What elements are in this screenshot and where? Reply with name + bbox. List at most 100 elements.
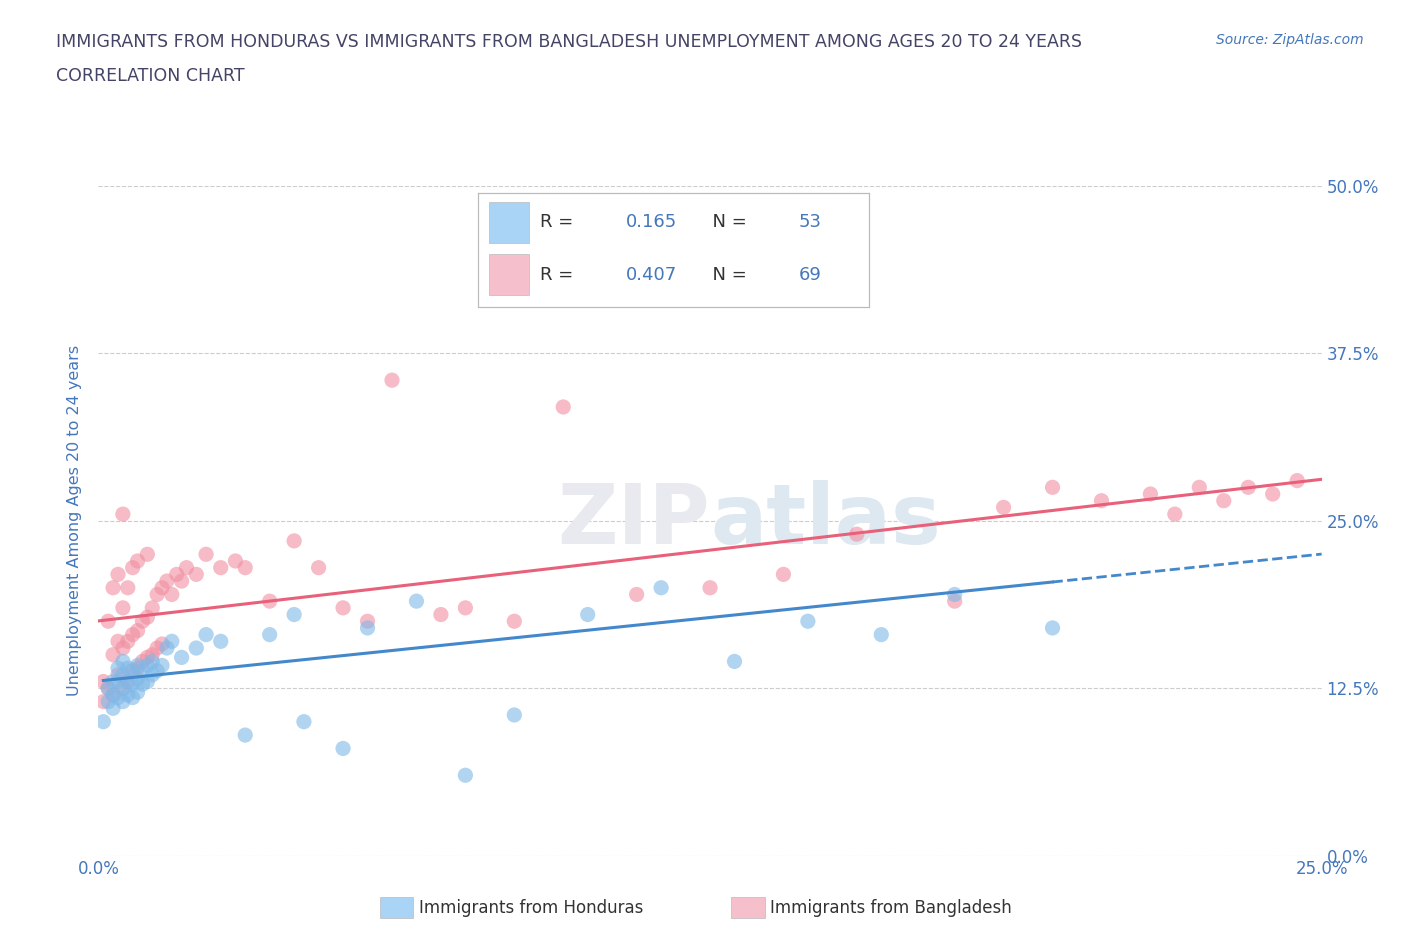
Point xyxy=(797,614,820,629)
Point xyxy=(430,607,453,622)
Point xyxy=(97,681,120,696)
Text: CORRELATION CHART: CORRELATION CHART xyxy=(56,67,245,85)
Point xyxy=(97,614,120,629)
Point xyxy=(107,674,129,689)
Point xyxy=(1042,480,1064,495)
Point xyxy=(121,627,143,642)
Point xyxy=(101,580,124,595)
Point xyxy=(233,560,256,575)
Text: IMMIGRANTS FROM HONDURAS VS IMMIGRANTS FROM BANGLADESH UNEMPLOYMENT AMONG AGES 2: IMMIGRANTS FROM HONDURAS VS IMMIGRANTS F… xyxy=(56,33,1083,50)
Point xyxy=(650,580,672,595)
Point xyxy=(127,671,149,686)
Text: Source: ZipAtlas.com: Source: ZipAtlas.com xyxy=(1216,33,1364,46)
Point xyxy=(1261,486,1284,501)
Point xyxy=(107,690,129,705)
Point xyxy=(111,601,134,616)
Point xyxy=(1212,493,1234,508)
Point xyxy=(91,694,114,709)
Point xyxy=(993,500,1015,515)
Point xyxy=(91,714,114,729)
Point xyxy=(1164,507,1187,522)
Point xyxy=(131,663,153,678)
Point xyxy=(131,614,153,629)
Point xyxy=(503,614,526,629)
Point xyxy=(117,687,139,702)
Point xyxy=(127,660,149,675)
Point xyxy=(160,587,183,602)
Point xyxy=(117,580,139,595)
Point xyxy=(332,741,354,756)
Point xyxy=(141,654,163,669)
Point xyxy=(209,634,232,649)
Point xyxy=(723,654,745,669)
Point xyxy=(1042,620,1064,635)
Point xyxy=(292,714,315,729)
Point xyxy=(626,587,648,602)
Point xyxy=(381,373,404,388)
Point xyxy=(186,641,208,656)
Point xyxy=(111,681,134,696)
Text: atlas: atlas xyxy=(710,480,941,562)
Point xyxy=(111,668,134,683)
Point xyxy=(111,681,134,696)
Point xyxy=(156,574,179,589)
Point xyxy=(166,567,188,582)
Point xyxy=(101,701,124,716)
Point xyxy=(91,674,114,689)
Point xyxy=(111,507,134,522)
Point xyxy=(576,607,599,622)
Text: ZIP: ZIP xyxy=(558,480,710,562)
Point xyxy=(136,658,159,673)
Point xyxy=(233,727,256,742)
Point xyxy=(1286,473,1309,488)
Point xyxy=(845,526,868,541)
Point xyxy=(146,587,169,602)
Point xyxy=(527,259,550,273)
Point xyxy=(870,627,893,642)
Point xyxy=(141,647,163,662)
Point xyxy=(111,654,134,669)
Point xyxy=(553,400,575,415)
Point xyxy=(127,553,149,568)
Point xyxy=(195,547,218,562)
Point xyxy=(111,641,134,656)
Point xyxy=(127,623,149,638)
Point xyxy=(454,601,477,616)
Point xyxy=(186,567,208,582)
Point xyxy=(117,634,139,649)
Point xyxy=(117,660,139,675)
Point xyxy=(356,620,378,635)
Point xyxy=(117,674,139,689)
Point xyxy=(121,663,143,678)
Point xyxy=(136,674,159,689)
Point xyxy=(209,560,232,575)
Point xyxy=(141,668,163,683)
Point xyxy=(150,580,173,595)
Point xyxy=(454,768,477,783)
Point xyxy=(1090,493,1112,508)
Point xyxy=(121,677,143,692)
Point xyxy=(332,601,354,616)
Point xyxy=(127,684,149,699)
Point xyxy=(150,636,173,651)
Point xyxy=(136,610,159,625)
Y-axis label: Unemployment Among Ages 20 to 24 years: Unemployment Among Ages 20 to 24 years xyxy=(67,345,83,697)
Point xyxy=(107,668,129,683)
Point xyxy=(160,634,183,649)
Point xyxy=(699,580,721,595)
Point xyxy=(1237,480,1260,495)
Point xyxy=(943,593,966,608)
Point xyxy=(117,674,139,689)
Point xyxy=(121,560,143,575)
Point xyxy=(107,567,129,582)
Point xyxy=(405,593,427,608)
Point xyxy=(121,663,143,678)
Point xyxy=(150,658,173,673)
Point xyxy=(111,694,134,709)
Point xyxy=(101,647,124,662)
Point xyxy=(170,574,193,589)
Point xyxy=(943,587,966,602)
Point xyxy=(356,614,378,629)
Point xyxy=(131,654,153,669)
Point xyxy=(224,553,246,568)
